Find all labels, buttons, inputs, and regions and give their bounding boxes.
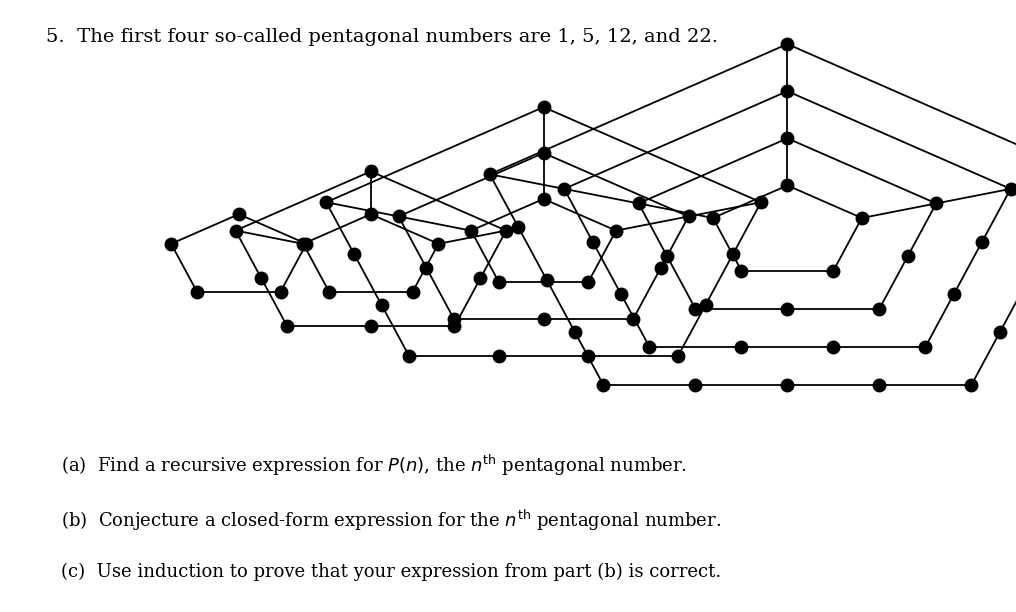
Text: (c)  Use induction to prove that your expression from part (b) is correct.: (c) Use induction to prove that your exp… [61,563,721,581]
Text: 5.  The first four so-called pentagonal numbers are 1, 5, 12, and 22.: 5. The first four so-called pentagonal n… [46,28,717,45]
Text: (b)  Conjecture a closed-form expression for the $n^{\mathrm{th}}$ pentagonal nu: (b) Conjecture a closed-form expression … [61,508,721,533]
Text: (a)  Find a recursive expression for $P(n)$, the $n^{\mathrm{th}}$ pentagonal nu: (a) Find a recursive expression for $P(n… [61,453,687,478]
